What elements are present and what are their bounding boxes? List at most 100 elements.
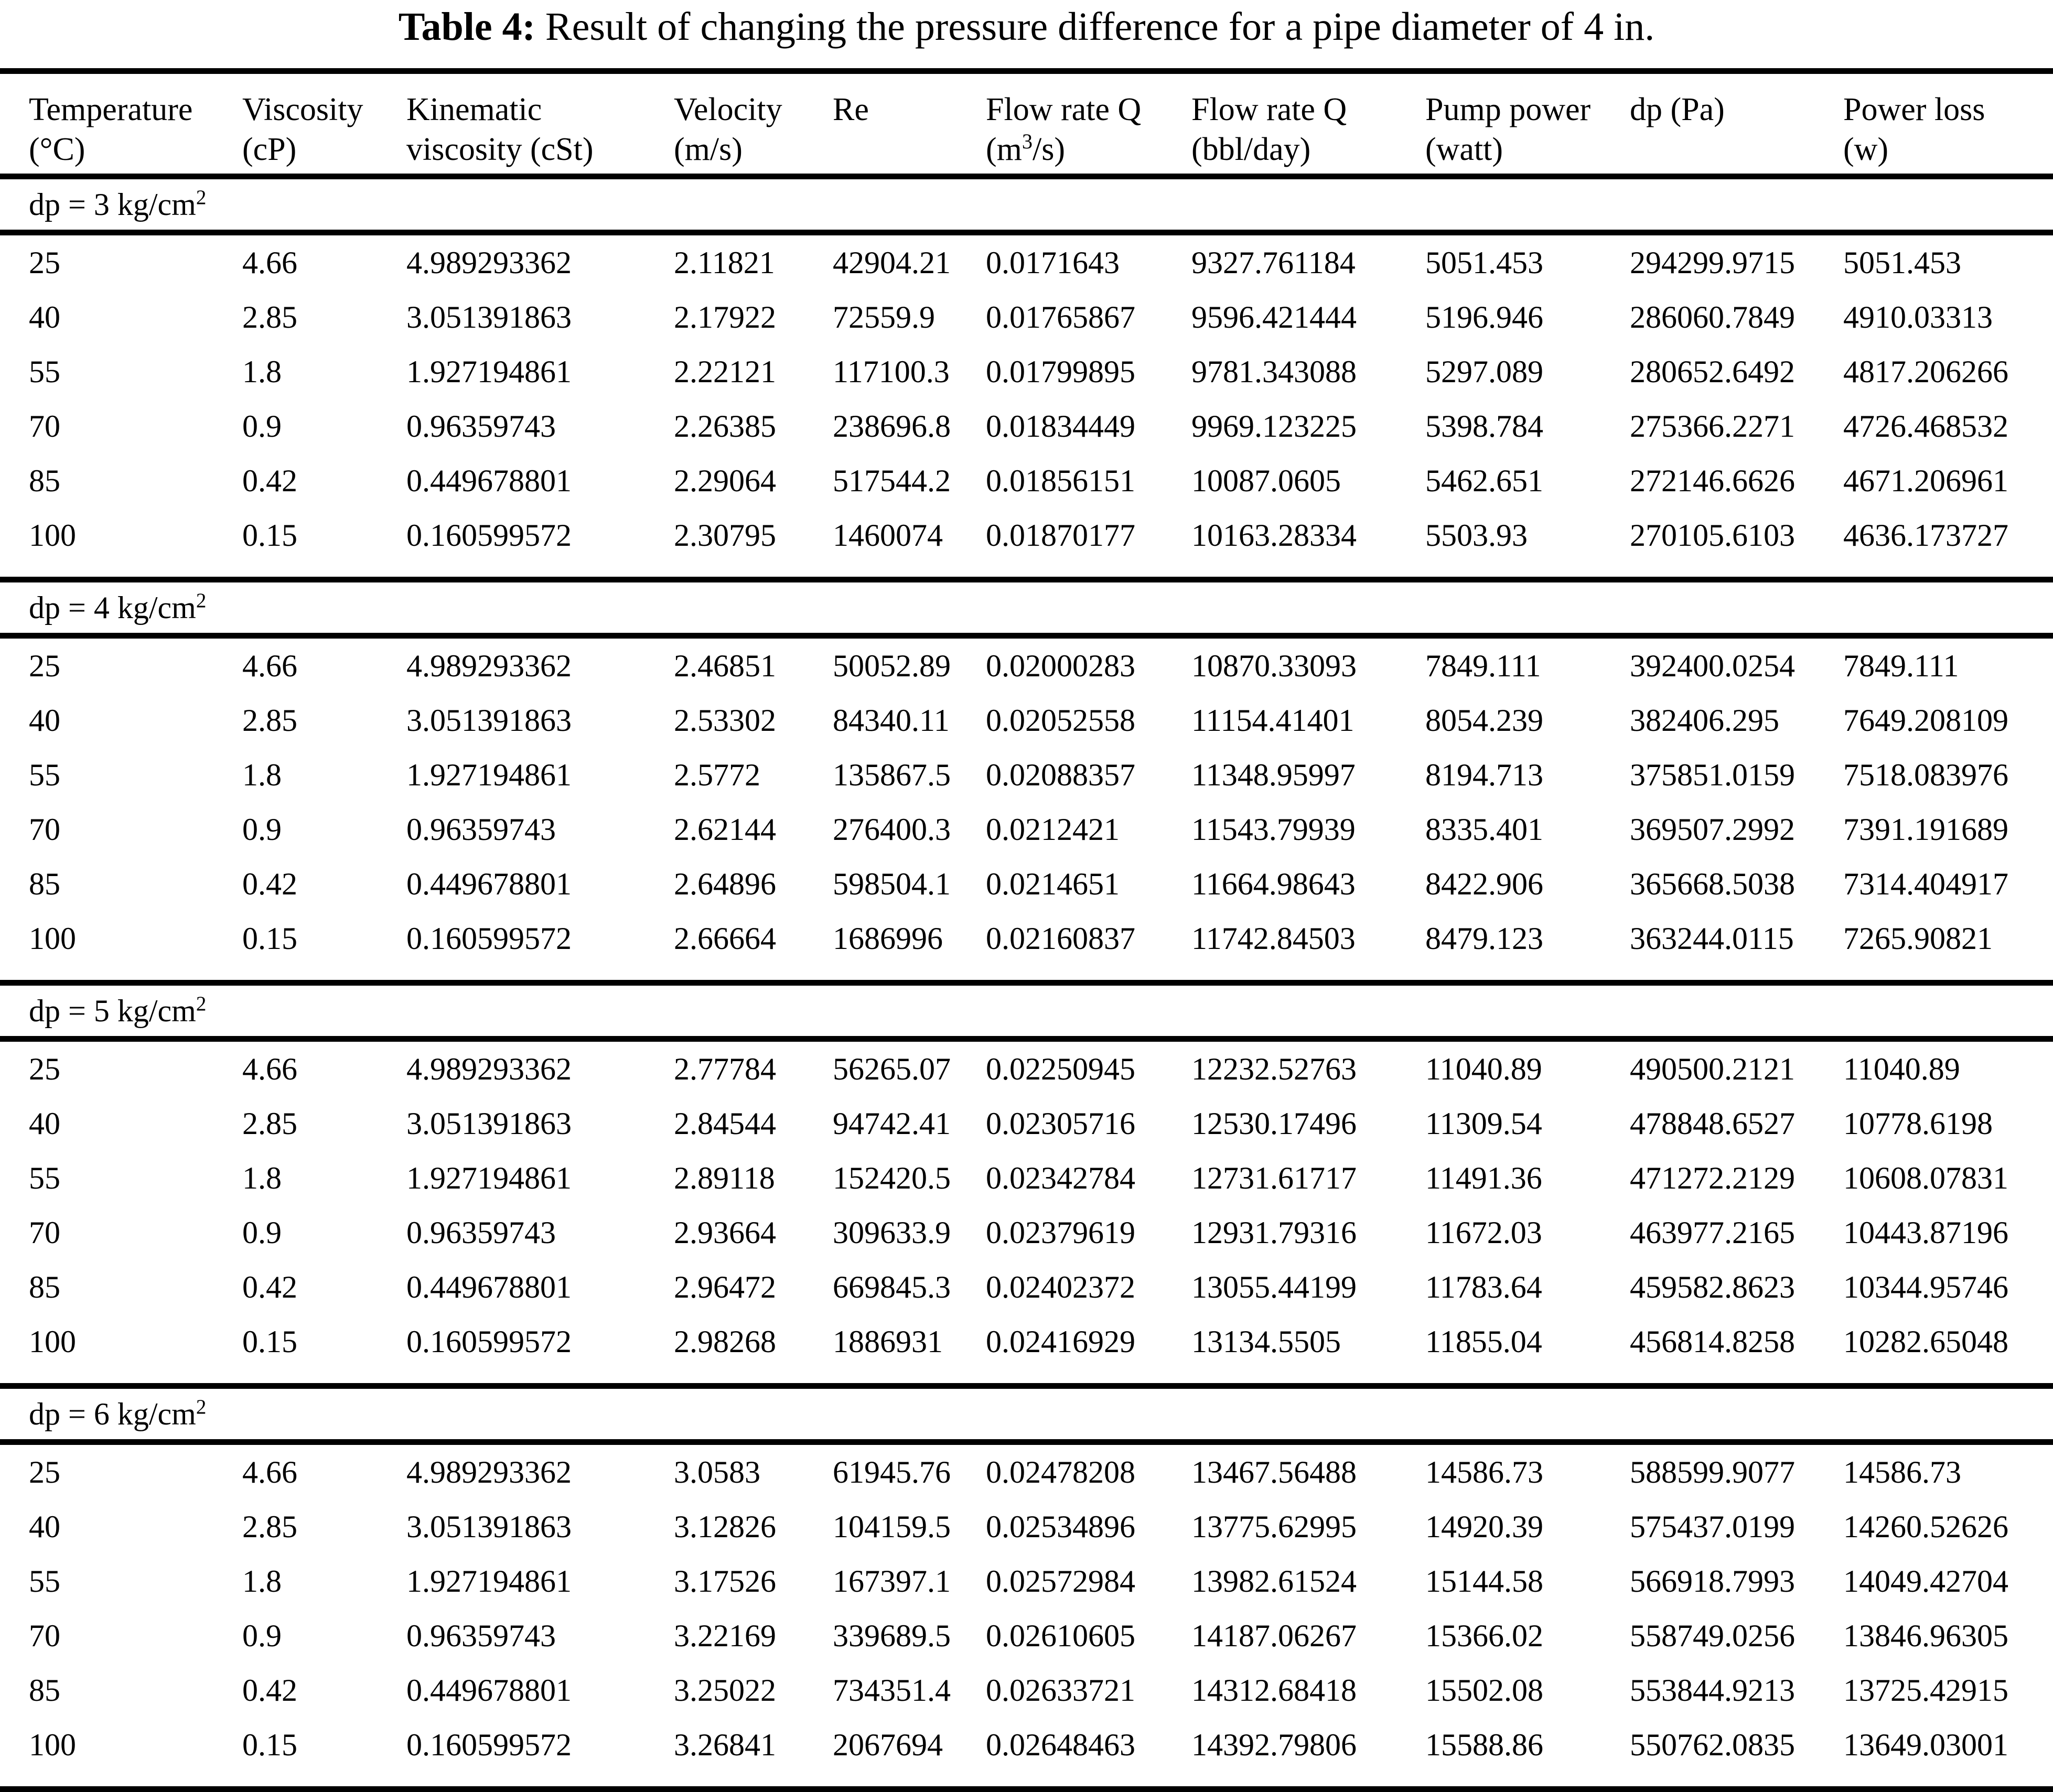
cell-kinematic-viscosity: 0.96359743	[406, 1215, 556, 1250]
table-caption-label: Table 4:	[398, 5, 535, 49]
cell-flow-rate-bbl: 12232.52763	[1191, 1051, 1357, 1086]
cell-velocity: 2.98268	[674, 1324, 776, 1359]
cell-temperature: 25	[29, 1051, 60, 1086]
cell-velocity: 2.30795	[674, 517, 776, 553]
cell-flow-rate-bbl: 14392.79806	[1191, 1727, 1357, 1762]
cell-power-loss: 4910.03313	[1843, 299, 1993, 334]
column-header-pump-power: Pump power (watt)	[1425, 90, 1630, 173]
cell-temperature: 85	[29, 1269, 60, 1304]
cell-pump-power: 11040.89	[1425, 1051, 1542, 1086]
cell-temperature: 70	[29, 408, 60, 444]
cell-pump-power: 15588.86	[1425, 1727, 1543, 1762]
table-row: 55 1.8 1.927194861 2.5772 135867.5 0.02088357…	[0, 748, 2053, 802]
cell-velocity: 3.17526	[674, 1563, 776, 1599]
section-rows: 25 4.66 4.989293362 2.11821 42904.21 0.017164…	[0, 235, 2053, 577]
cell-flow-rate-m3s: 0.02305716	[986, 1106, 1135, 1141]
column-header-velocity: Velocity (m/s)	[674, 90, 833, 173]
cell-flow-rate-m3s: 0.01870177	[986, 517, 1135, 553]
cell-flow-rate-bbl: 11543.79939	[1191, 812, 1356, 847]
cell-power-loss: 14586.73	[1843, 1454, 1961, 1489]
cell-viscosity: 4.66	[242, 1454, 297, 1489]
cell-flow-rate-m3s: 0.02342784	[986, 1160, 1135, 1195]
cell-temperature: 100	[29, 1324, 76, 1359]
header-line: Velocity	[674, 92, 782, 127]
cell-kinematic-viscosity: 3.051391863	[406, 299, 572, 334]
column-header-temperature: Temperature (°C)	[29, 90, 242, 173]
cell-velocity: 2.46851	[674, 648, 776, 683]
header-line: Flow rate Q	[986, 92, 1142, 127]
cell-velocity: 2.89118	[674, 1160, 775, 1195]
cell-flow-rate-bbl: 11742.84503	[1191, 921, 1356, 956]
cell-temperature: 25	[29, 648, 60, 683]
header-line: (cP)	[242, 132, 297, 167]
cell-flow-rate-m3s: 0.02088357	[986, 757, 1135, 792]
cell-velocity: 2.77784	[674, 1051, 776, 1086]
column-header-viscosity: Viscosity (cP)	[242, 90, 406, 173]
section-rule	[0, 1383, 2053, 1389]
cell-kinematic-viscosity: 0.160599572	[406, 921, 572, 956]
table-body: dp = 3 kg/cm2 25 4.66 4.989293362 2.11821 429…	[0, 179, 2053, 1792]
cell-kinematic-viscosity: 0.449678801	[406, 866, 572, 901]
cell-flow-rate-m3s: 0.01765867	[986, 299, 1135, 334]
cell-re: 50052.89	[833, 648, 951, 683]
cell-flow-rate-bbl: 12530.17496	[1191, 1106, 1357, 1141]
table-row: 55 1.8 1.927194861 2.89118 152420.5 0.0234278…	[0, 1151, 2053, 1205]
cell-temperature: 70	[29, 812, 60, 847]
table-row: 100 0.15 0.160599572 2.66664 1686996 0.021608…	[0, 911, 2053, 966]
cell-re: 1460074	[833, 517, 943, 553]
cell-pump-power: 8479.123	[1425, 921, 1543, 956]
cell-flow-rate-m3s: 0.0212421	[986, 812, 1120, 847]
table-row: 100 0.15 0.160599572 3.26841 2067694 0.026484…	[0, 1718, 2053, 1772]
table-row: 70 0.9 0.96359743 2.62144 276400.3 0.0212421 1…	[0, 802, 2053, 857]
cell-re: 167397.1	[833, 1563, 951, 1599]
cell-re: 135867.5	[833, 757, 951, 792]
header-line: (watt)	[1425, 132, 1503, 167]
column-header-flow-rate-bbl: Flow rate Q (bbl/day)	[1191, 90, 1425, 173]
header-line: Power loss	[1843, 92, 1985, 127]
cell-pump-power: 15144.58	[1425, 1563, 1543, 1599]
cell-viscosity: 0.9	[242, 1618, 282, 1653]
cell-temperature: 40	[29, 1106, 60, 1141]
table-row: 40 2.85 3.051391863 3.12826 104159.5 0.025348…	[0, 1499, 2053, 1554]
section-header: dp = 6 kg/cm2	[0, 1389, 2053, 1439]
cell-flow-rate-m3s: 0.01799895	[986, 354, 1135, 389]
section-rule	[0, 577, 2053, 582]
cell-re: 517544.2	[833, 463, 951, 498]
cell-temperature: 85	[29, 1672, 60, 1708]
section-label-rule	[0, 633, 2053, 639]
cell-flow-rate-m3s: 0.02633721	[986, 1672, 1135, 1708]
cell-flow-rate-bbl: 14312.68418	[1191, 1672, 1357, 1708]
cell-power-loss: 10608.07831	[1843, 1160, 2008, 1195]
cell-pump-power: 15502.08	[1425, 1672, 1543, 1708]
cell-re: 238696.8	[833, 408, 951, 444]
cell-viscosity: 1.8	[242, 1160, 282, 1195]
cell-power-loss: 7265.90821	[1843, 921, 1993, 956]
table-top-rule	[0, 68, 2053, 74]
cell-flow-rate-bbl: 9781.343088	[1191, 354, 1357, 389]
table-row: 70 0.9 0.96359743 3.22169 339689.5 0.02610605…	[0, 1609, 2053, 1663]
cell-power-loss: 11040.89	[1843, 1051, 1960, 1086]
cell-dp-pa: 566918.7993	[1630, 1563, 1795, 1599]
cell-re: 72559.9	[833, 299, 935, 334]
header-line: (m3/s)	[986, 129, 1066, 167]
cell-flow-rate-bbl: 11348.95997	[1191, 757, 1356, 792]
cell-temperature: 100	[29, 1727, 76, 1762]
cell-velocity: 2.96472	[674, 1269, 776, 1304]
column-header-re: Re	[833, 90, 986, 173]
cell-velocity: 2.17922	[674, 299, 776, 334]
cell-power-loss: 14049.42704	[1843, 1563, 2008, 1599]
table-row: 40 2.85 3.051391863 2.84544 94742.41 0.023057…	[0, 1096, 2053, 1151]
cell-pump-power: 8422.906	[1425, 866, 1543, 901]
cell-viscosity: 0.9	[242, 812, 282, 847]
section-header: dp = 5 kg/cm2	[0, 986, 2053, 1036]
cell-re: 598504.1	[833, 866, 951, 901]
cell-power-loss: 7849.111	[1843, 648, 1959, 683]
cell-pump-power: 8054.239	[1425, 703, 1543, 738]
cell-power-loss: 10443.87196	[1843, 1215, 2008, 1250]
cell-power-loss: 13725.42915	[1843, 1672, 2008, 1708]
cell-flow-rate-bbl: 12731.61717	[1191, 1160, 1357, 1195]
cell-kinematic-viscosity: 0.160599572	[406, 1324, 572, 1359]
cell-power-loss: 7649.208109	[1843, 703, 2008, 738]
cell-temperature: 25	[29, 1454, 60, 1489]
cell-kinematic-viscosity: 4.989293362	[406, 1454, 572, 1489]
